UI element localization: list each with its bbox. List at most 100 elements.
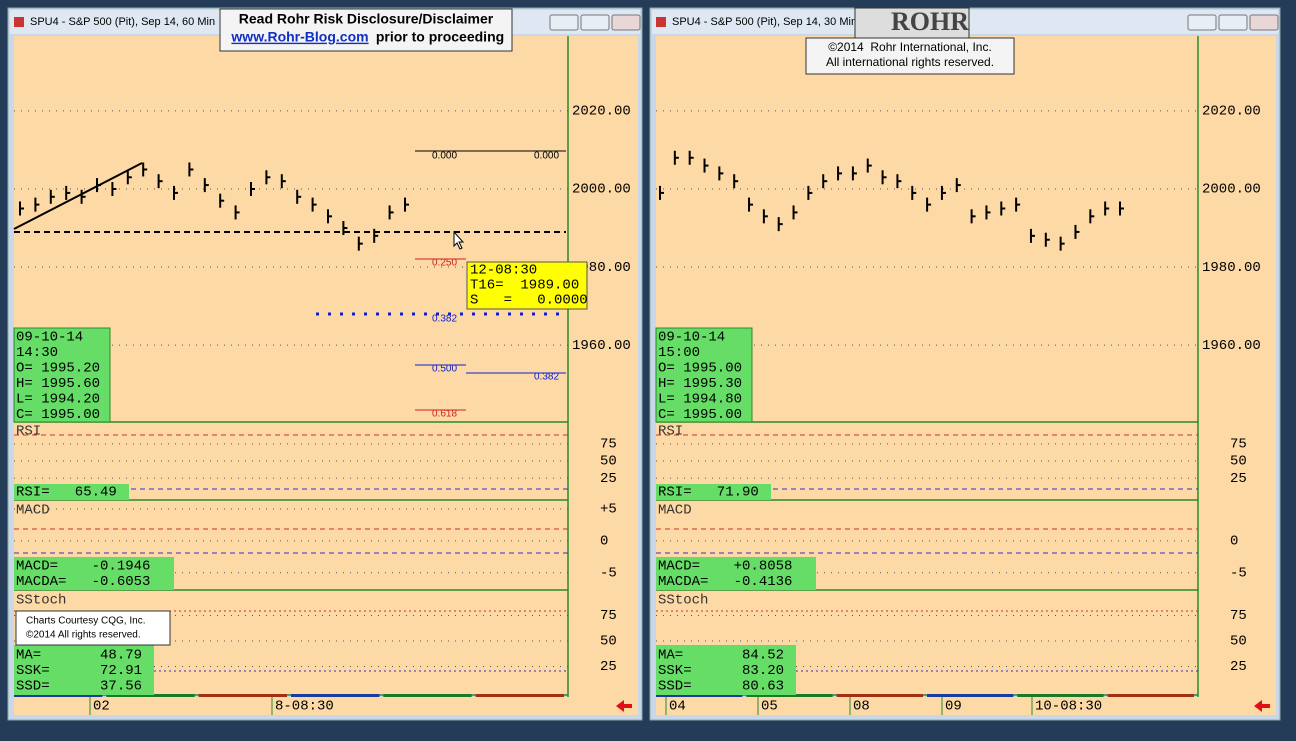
fib-label: 0.250 bbox=[432, 258, 457, 269]
banner-link[interactable]: www.Rohr-Blog.com bbox=[230, 29, 368, 45]
info-line: C= 1995.00 bbox=[16, 407, 100, 423]
axis-tick-label: 25 bbox=[1230, 471, 1247, 487]
window-icon bbox=[14, 17, 24, 27]
panel-title: MACD bbox=[16, 503, 50, 519]
macd-readout: MACD= +0.8058 bbox=[658, 559, 792, 575]
axis-tick-label: 0 bbox=[600, 534, 608, 550]
fib-label: 0.382 bbox=[534, 372, 559, 383]
info-line: C= 1995.00 bbox=[658, 407, 742, 423]
session-strip bbox=[106, 694, 195, 697]
info-box bbox=[13, 327, 111, 423]
tooltip bbox=[466, 261, 588, 310]
axis-tick-label: 0 bbox=[1230, 534, 1238, 550]
axis-tick-label: 2020.00 bbox=[1202, 104, 1261, 120]
fib-label: 0.382 bbox=[432, 314, 457, 325]
time-axis bbox=[656, 697, 1198, 715]
window-button[interactable] bbox=[549, 14, 579, 31]
session-strip bbox=[746, 694, 833, 697]
readout-box bbox=[14, 484, 129, 500]
scroll-arrow[interactable] bbox=[616, 700, 632, 712]
panel-title: SStoch bbox=[658, 593, 708, 609]
info-line: 09-10-14 bbox=[16, 330, 83, 346]
readout-box bbox=[14, 645, 154, 695]
session-strip bbox=[383, 694, 472, 697]
time-label: 04 bbox=[669, 699, 686, 715]
tooltip-line: 12-08:30 bbox=[470, 263, 537, 279]
axis-tick-label: 25 bbox=[600, 471, 617, 487]
axis-tick-label: 50 bbox=[1230, 454, 1247, 470]
window-button[interactable] bbox=[1249, 14, 1279, 31]
info-line: H= 1995.60 bbox=[16, 376, 100, 392]
info-line: L= 1994.80 bbox=[658, 392, 742, 408]
axis-tick-label: 2000.00 bbox=[1202, 182, 1261, 198]
info-line: 14:30 bbox=[16, 345, 58, 361]
axis-tick-label: 50 bbox=[1230, 634, 1247, 650]
stoch-readout: SSK= 83.20 bbox=[658, 663, 784, 679]
logo: ROHR bbox=[891, 7, 969, 36]
readout-box bbox=[656, 645, 796, 695]
window-button[interactable] bbox=[1218, 14, 1248, 31]
fib-label: 0.618 bbox=[432, 409, 457, 420]
session-strip bbox=[836, 694, 923, 697]
copyright-box bbox=[805, 37, 1015, 75]
time-label: 09 bbox=[945, 699, 962, 715]
session-strip bbox=[656, 694, 743, 697]
rsi-readout: RSI= 65.49 bbox=[16, 485, 117, 501]
axis-tick-label: 75 bbox=[600, 437, 617, 453]
axis-tick-label: 2020.00 bbox=[572, 104, 631, 120]
info-line: H= 1995.30 bbox=[658, 376, 742, 392]
time-label: 02 bbox=[93, 699, 110, 715]
time-axis bbox=[14, 697, 568, 715]
stoch-readout: MA= 48.79 bbox=[16, 648, 142, 664]
logo-box bbox=[854, 7, 970, 39]
axis-tick-label: 75 bbox=[1230, 437, 1247, 453]
axis-tick-label: 2000.00 bbox=[572, 182, 631, 198]
macd-readout: MACD= -0.1946 bbox=[16, 559, 150, 575]
stoch-readout: SSD= 37.56 bbox=[16, 679, 142, 695]
stoch-readout: SSK= 72.91 bbox=[16, 663, 142, 679]
tooltip-line: T16= 1989.00 bbox=[470, 278, 579, 294]
fib-label: 0.000 bbox=[534, 151, 559, 162]
stoch-readout: SSD= 80.63 bbox=[658, 679, 784, 695]
trend-line bbox=[13, 162, 143, 230]
window-title: SPU4 - S&P 500 (Pit), Sep 14, 30 Min bbox=[672, 16, 857, 28]
banner-text: prior to proceeding bbox=[376, 29, 504, 45]
session-strip bbox=[927, 694, 1014, 697]
info-line: 09-10-14 bbox=[658, 330, 725, 346]
panel-title: MACD bbox=[658, 503, 692, 519]
axis-tick-label: 50 bbox=[600, 634, 617, 650]
axis-area bbox=[568, 36, 638, 715]
readout-box bbox=[14, 557, 174, 590]
tooltip-line: S = 0.0000 bbox=[470, 293, 588, 309]
courtesy-box bbox=[15, 610, 171, 646]
window-button[interactable] bbox=[580, 14, 610, 31]
macd-readout: MACDA= -0.6053 bbox=[16, 574, 150, 590]
courtesy-text: Charts Courtesy CQG, Inc. bbox=[26, 616, 145, 627]
window-title: SPU4 - S&P 500 (Pit), Sep 14, 60 Min bbox=[30, 16, 215, 28]
copyright-text: All international rights reserved. bbox=[826, 55, 994, 69]
readout-box bbox=[656, 484, 771, 500]
axis-tick-label: 50 bbox=[600, 454, 617, 470]
courtesy-text: ©2014 All rights reserved. bbox=[26, 630, 141, 641]
session-strip bbox=[1107, 694, 1194, 697]
time-label: 05 bbox=[761, 699, 778, 715]
axis-tick-label: 25 bbox=[600, 659, 617, 675]
axis-tick-label: 1960.00 bbox=[572, 338, 631, 354]
panel-title: RSI bbox=[16, 424, 41, 440]
info-line: O= 1995.00 bbox=[658, 361, 742, 377]
info-line: L= 1994.20 bbox=[16, 392, 100, 408]
window-button[interactable] bbox=[1187, 14, 1217, 31]
axis-tick-label: 75 bbox=[1230, 608, 1247, 624]
readout-box bbox=[656, 557, 816, 590]
axis-tick-label: 1960.00 bbox=[1202, 338, 1261, 354]
banner-box bbox=[219, 8, 513, 52]
axis-tick-label: 75 bbox=[600, 608, 617, 624]
time-label: 8-08:30 bbox=[275, 699, 334, 715]
axis-area bbox=[1198, 36, 1276, 715]
axis-tick-label: -5 bbox=[600, 565, 617, 581]
info-line: O= 1995.20 bbox=[16, 361, 100, 377]
window-button[interactable] bbox=[611, 14, 641, 31]
scroll-arrow[interactable] bbox=[1254, 700, 1270, 712]
